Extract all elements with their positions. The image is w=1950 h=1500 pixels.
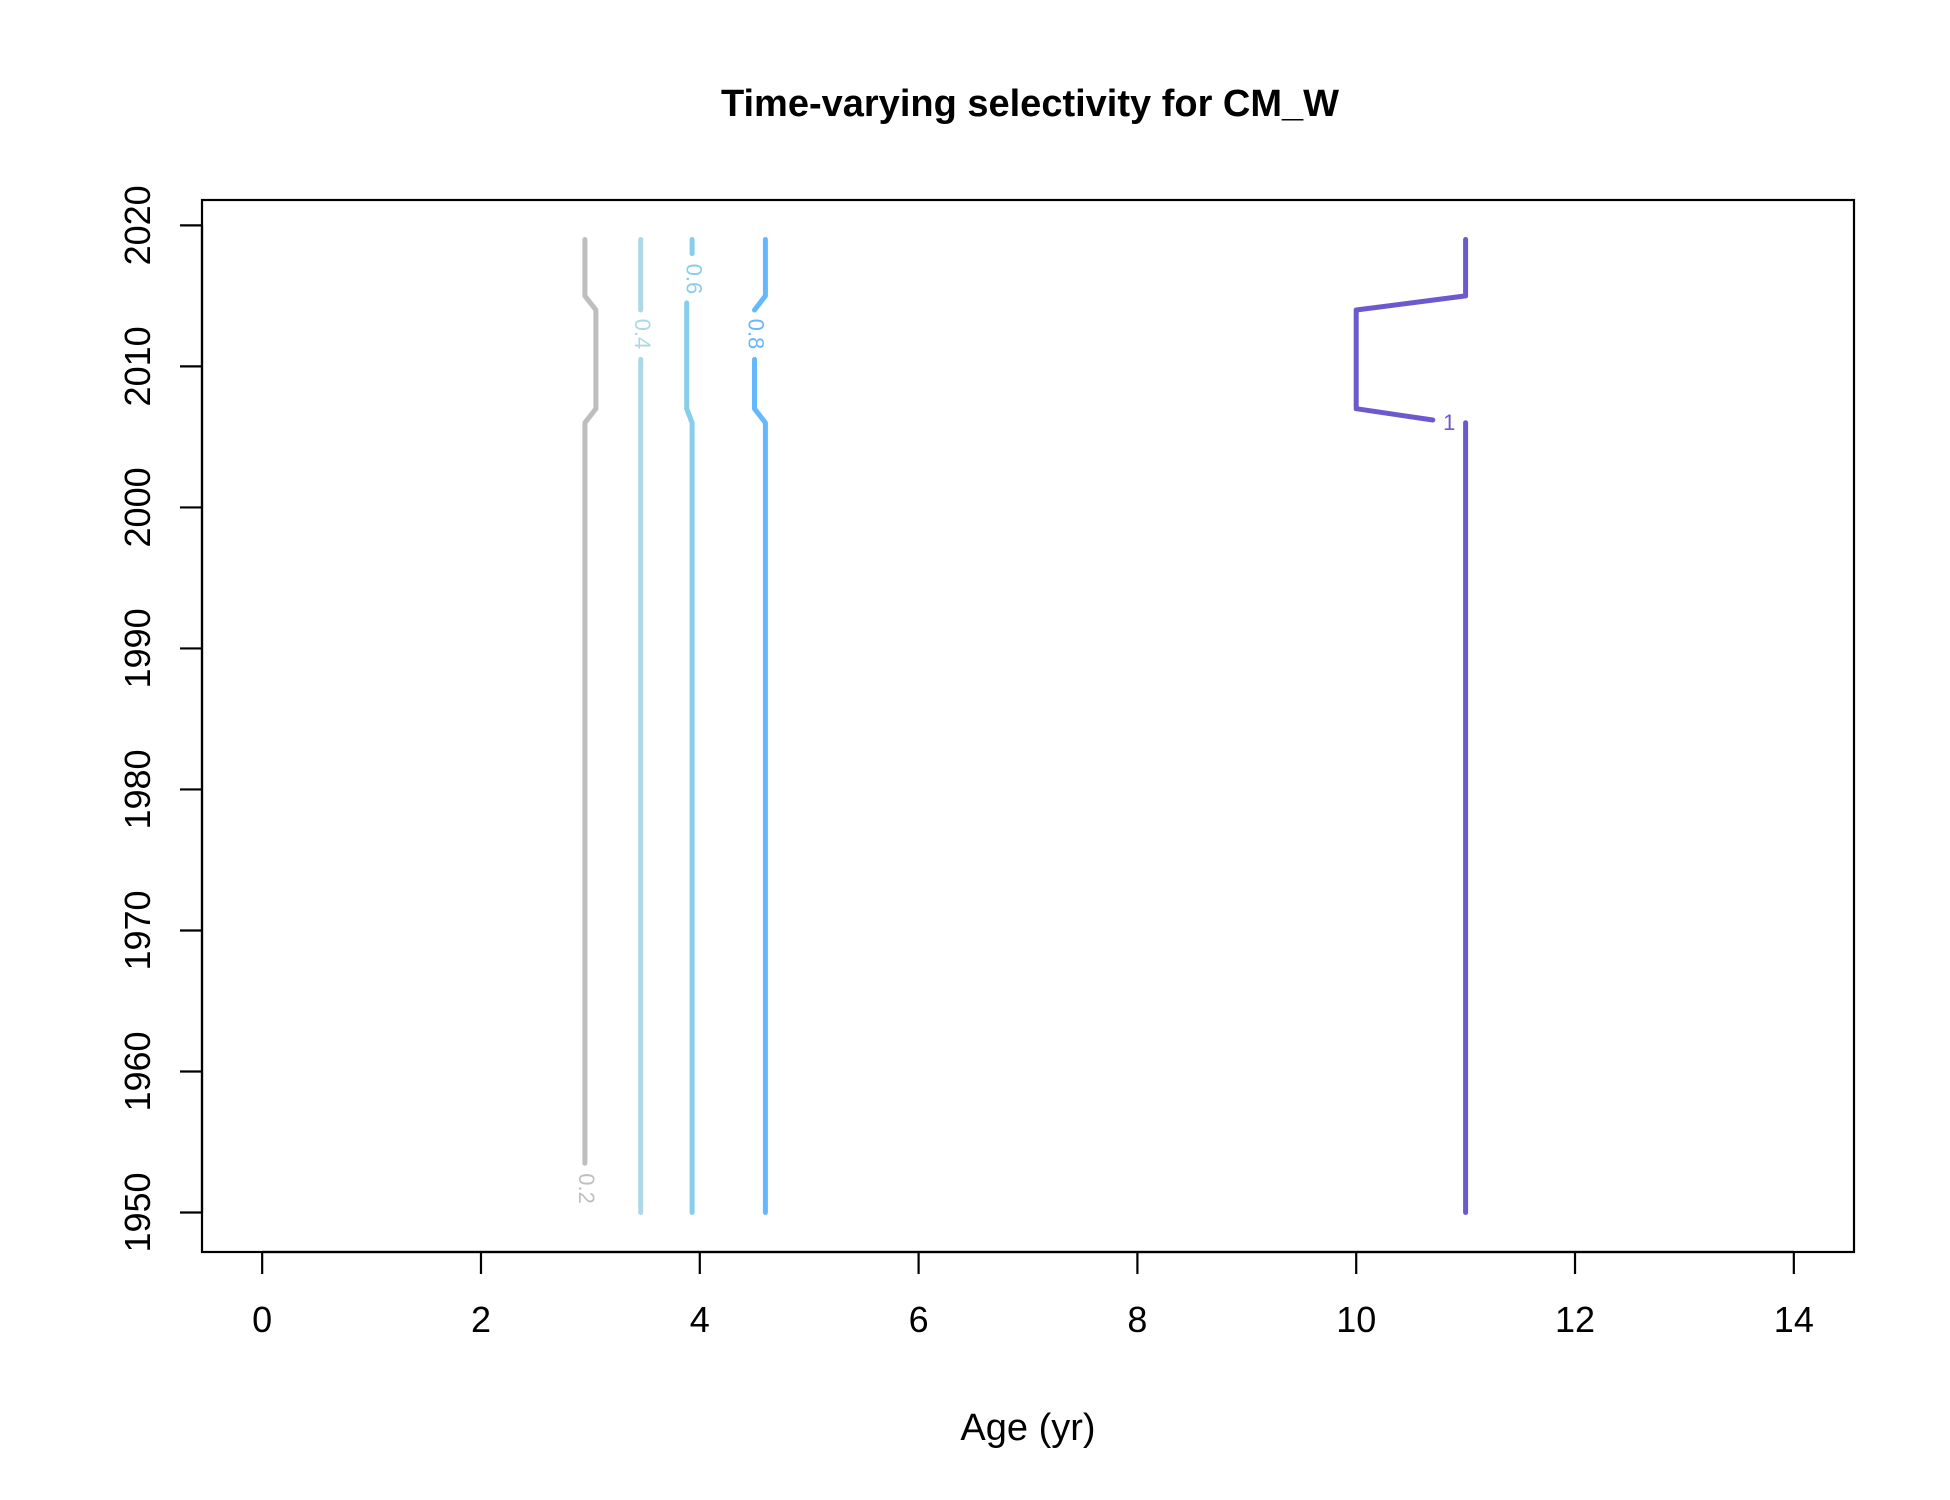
contour-level-0-4: 0.4 bbox=[630, 237, 655, 1215]
x-tick-label: 10 bbox=[1336, 1299, 1376, 1340]
y-axis: 1950 1960 1970 1980 1990 2000 2010 2020 bbox=[117, 185, 204, 1253]
x-tick-label: 0 bbox=[252, 1299, 272, 1340]
chart-title: Time-varying selectivity for CM_W bbox=[721, 83, 1339, 125]
x-tick-label: 12 bbox=[1555, 1299, 1595, 1340]
x-axis-label: Age (yr) bbox=[960, 1407, 1095, 1449]
contour-label: 0.6 bbox=[681, 264, 706, 295]
x-tick-label: 8 bbox=[1127, 1299, 1147, 1340]
x-tick-label: 2 bbox=[471, 1299, 491, 1340]
contour-level-0-6: 0.6 bbox=[681, 237, 706, 1215]
contour-line bbox=[752, 237, 768, 313]
y-tick-label: 2010 bbox=[117, 326, 158, 406]
y-tick-label: 2020 bbox=[117, 185, 158, 265]
y-tick-label: 1990 bbox=[117, 608, 158, 688]
contour-label: 0.4 bbox=[630, 319, 655, 350]
contour-label: 1 bbox=[1443, 410, 1455, 435]
x-tick-label: 14 bbox=[1774, 1299, 1814, 1340]
contour-lines: 0.2 0.4 0.6 0.8 1 bbox=[574, 237, 1469, 1215]
x-tick-label: 4 bbox=[690, 1299, 710, 1340]
y-tick-label: 1960 bbox=[117, 1031, 158, 1111]
plot-frame bbox=[200, 198, 1856, 1254]
x-tick-label: 6 bbox=[909, 1299, 929, 1340]
y-tick-label: 1970 bbox=[117, 890, 158, 970]
contour-line bbox=[684, 300, 695, 1215]
contour-level-1: 1 bbox=[1353, 237, 1469, 1215]
contour-label: 0.2 bbox=[574, 1173, 599, 1204]
contour-label: 0.8 bbox=[744, 319, 769, 350]
x-axis: 0 2 4 6 8 10 12 14 bbox=[252, 1250, 1814, 1340]
y-tick-label: 1980 bbox=[117, 749, 158, 829]
y-tick-label: 2000 bbox=[117, 467, 158, 547]
contour-line bbox=[582, 237, 599, 1166]
contour-level-0-2: 0.2 bbox=[574, 237, 599, 1204]
y-tick-label: 1950 bbox=[117, 1172, 158, 1252]
contour-line bbox=[752, 356, 768, 1215]
contour-line bbox=[1353, 237, 1469, 423]
contour-level-0-8: 0.8 bbox=[744, 237, 769, 1215]
